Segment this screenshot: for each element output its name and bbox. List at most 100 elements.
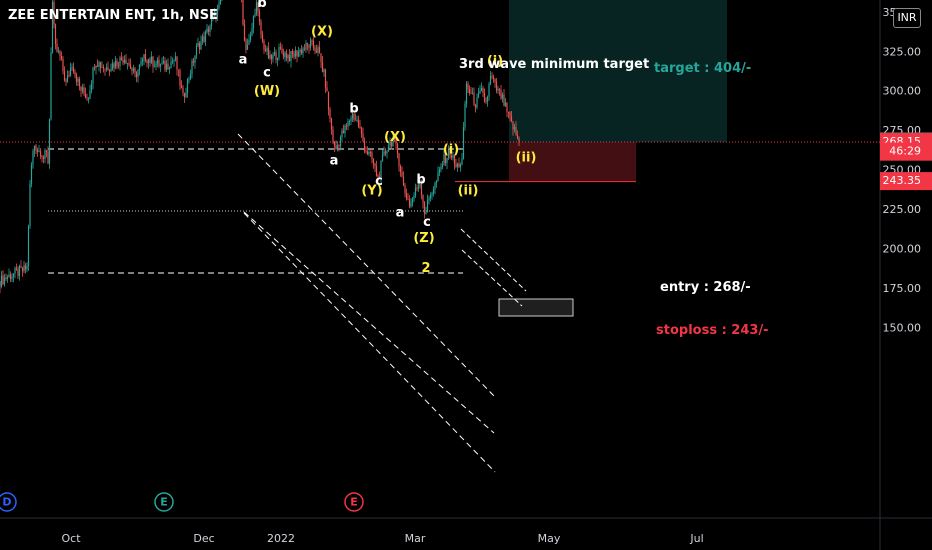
candle-body — [435, 181, 438, 184]
candle-body — [306, 42, 309, 45]
candle-body — [212, 15, 214, 19]
candle-body — [153, 66, 156, 68]
candle-body — [387, 146, 390, 152]
y-tick-label: 225.00 — [883, 203, 922, 216]
candle-body — [281, 48, 283, 53]
candle-body — [414, 187, 417, 196]
candle-body — [275, 52, 277, 60]
earnings-event-icon[interactable]: D — [0, 492, 17, 512]
candle-body — [401, 172, 403, 177]
earnings-event-icon[interactable]: E — [154, 492, 174, 512]
candle-body — [404, 185, 406, 194]
candle-body — [57, 51, 60, 53]
candle-body — [458, 163, 460, 168]
candle-body — [197, 43, 199, 46]
candle-body — [171, 61, 174, 62]
candle-body — [509, 112, 511, 117]
candle-body — [123, 59, 126, 63]
price-label-bg — [880, 172, 932, 191]
candle-body — [426, 200, 429, 213]
candle-body — [314, 47, 316, 51]
candle-body — [342, 130, 345, 134]
candle-body — [174, 56, 177, 60]
candle-body — [455, 163, 457, 167]
candle-body — [390, 141, 393, 147]
earnings-event-icon[interactable]: E — [344, 492, 364, 512]
candle-body — [272, 55, 274, 60]
candle-body — [176, 56, 178, 70]
wave-label: (X) — [384, 130, 406, 145]
candle-body — [134, 68, 136, 73]
candle-body — [254, 13, 256, 17]
candle-body — [135, 72, 138, 78]
candle-body — [258, 10, 261, 22]
candle-body — [320, 53, 322, 62]
candle-body — [411, 199, 414, 203]
candle-body — [308, 44, 310, 48]
y-tick-label: 175.00 — [883, 282, 922, 295]
candle-body — [183, 92, 186, 97]
candle-body — [434, 183, 436, 190]
candle-body — [38, 151, 40, 152]
candle-body — [131, 68, 133, 71]
candle-body — [206, 28, 208, 32]
candle-body — [110, 68, 112, 72]
event-marker-letter: D — [2, 496, 11, 509]
candle-body — [375, 166, 378, 176]
candle-body — [336, 145, 339, 150]
candle-body — [173, 59, 175, 62]
candle-body — [32, 150, 34, 165]
candle-body — [378, 176, 381, 178]
candle-body — [293, 54, 295, 57]
candle-body — [179, 70, 181, 86]
candle-body — [59, 51, 61, 56]
candle-body — [422, 194, 424, 203]
candle-body — [69, 68, 72, 76]
candle-body — [483, 93, 486, 102]
sub-channel-lower-line — [461, 249, 523, 307]
candle-body — [26, 266, 28, 270]
candle-body — [410, 202, 412, 207]
candle-body — [29, 183, 31, 227]
candle-body — [287, 55, 289, 59]
candle-body — [441, 164, 444, 167]
wave-label: (X) — [311, 24, 333, 39]
candle-body — [129, 64, 132, 69]
event-marker-ring — [154, 492, 174, 512]
wave-label: (ii) — [516, 150, 537, 165]
sub-channel-upper-line — [460, 228, 527, 292]
wave-label: b — [349, 102, 358, 117]
candle-body — [96, 65, 99, 67]
candle-body — [80, 86, 82, 91]
candle-body — [246, 44, 249, 50]
candle-body — [368, 152, 370, 155]
candle-body — [347, 121, 349, 127]
y-tick-label: 150.00 — [883, 321, 922, 334]
candle-body — [428, 198, 430, 201]
candle-body — [53, 2, 55, 25]
candle-body — [437, 172, 439, 182]
candle-body — [429, 195, 432, 199]
candle-body — [266, 47, 268, 51]
candle-body — [491, 76, 493, 77]
entry-annotation: entry : 268/- — [660, 280, 751, 295]
candle-body — [323, 69, 325, 72]
candle-body — [474, 104, 477, 108]
candle-body — [386, 151, 388, 154]
candle-body — [515, 127, 517, 136]
candle-body — [255, 2, 258, 14]
candle-body — [431, 193, 433, 196]
candle-body — [501, 94, 504, 99]
candle-body — [299, 49, 301, 53]
candle-body — [305, 42, 307, 50]
candle-body — [119, 57, 121, 67]
candle-body — [413, 195, 415, 200]
candle-body — [360, 128, 363, 134]
candle-body — [338, 145, 340, 146]
x-tick-label: Mar — [405, 532, 426, 545]
candle-body — [371, 152, 373, 160]
candle-body — [276, 57, 279, 60]
currency-badge[interactable]: INR — [893, 8, 921, 28]
candle-body — [449, 149, 451, 156]
